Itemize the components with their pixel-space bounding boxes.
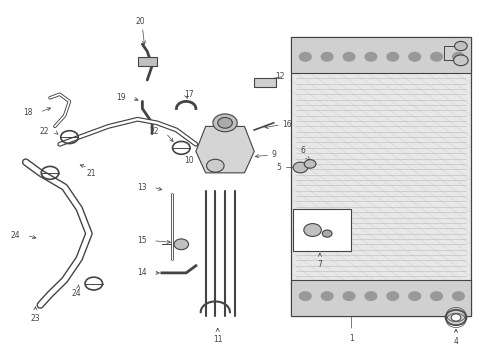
Circle shape — [343, 53, 354, 61]
FancyBboxPatch shape — [290, 37, 469, 73]
Text: 11: 11 — [213, 328, 222, 345]
Circle shape — [408, 292, 420, 300]
Text: 9: 9 — [271, 150, 276, 159]
Text: 12: 12 — [274, 72, 284, 81]
Circle shape — [430, 53, 442, 61]
Text: 5: 5 — [276, 163, 296, 172]
Text: 15: 15 — [137, 236, 147, 245]
Text: 20: 20 — [135, 17, 144, 26]
Circle shape — [217, 117, 232, 128]
Bar — [254, 78, 276, 87]
Circle shape — [445, 310, 466, 325]
Text: 8: 8 — [339, 224, 344, 233]
Circle shape — [343, 292, 354, 300]
Text: 24: 24 — [72, 289, 81, 298]
Polygon shape — [196, 126, 254, 173]
Circle shape — [212, 114, 237, 132]
Circle shape — [322, 230, 331, 237]
Circle shape — [386, 292, 398, 300]
Circle shape — [292, 162, 307, 173]
Circle shape — [303, 224, 321, 237]
FancyBboxPatch shape — [290, 280, 469, 316]
Text: 14: 14 — [137, 268, 147, 277]
Circle shape — [365, 53, 376, 61]
Circle shape — [452, 292, 463, 300]
Circle shape — [174, 239, 188, 249]
Text: 17: 17 — [183, 90, 193, 99]
Circle shape — [386, 53, 398, 61]
Circle shape — [321, 53, 332, 61]
Text: 22: 22 — [150, 127, 159, 136]
Circle shape — [321, 292, 332, 300]
FancyBboxPatch shape — [290, 37, 469, 316]
Bar — [292, 208, 351, 251]
Bar — [137, 57, 157, 66]
Circle shape — [453, 55, 467, 66]
Text: 1: 1 — [348, 310, 353, 343]
Text: 2: 2 — [412, 41, 417, 50]
Text: 3: 3 — [412, 56, 417, 65]
Circle shape — [452, 53, 463, 61]
Circle shape — [408, 53, 420, 61]
Circle shape — [299, 292, 310, 300]
Circle shape — [430, 292, 442, 300]
Circle shape — [299, 53, 310, 61]
Text: 10: 10 — [183, 156, 193, 165]
Text: 7: 7 — [317, 253, 322, 269]
Circle shape — [454, 41, 466, 51]
Text: 23: 23 — [31, 307, 40, 323]
Circle shape — [450, 314, 460, 321]
Circle shape — [304, 159, 315, 168]
Text: 21: 21 — [86, 169, 96, 178]
Text: 18: 18 — [23, 108, 33, 117]
Circle shape — [206, 159, 224, 172]
Text: 13: 13 — [137, 183, 147, 192]
Circle shape — [365, 292, 376, 300]
Text: 16: 16 — [282, 120, 291, 129]
Text: 6: 6 — [300, 146, 308, 160]
Text: 4: 4 — [453, 329, 458, 346]
Text: 24: 24 — [10, 231, 20, 240]
Text: 19: 19 — [116, 93, 125, 102]
Text: 22: 22 — [40, 127, 49, 136]
